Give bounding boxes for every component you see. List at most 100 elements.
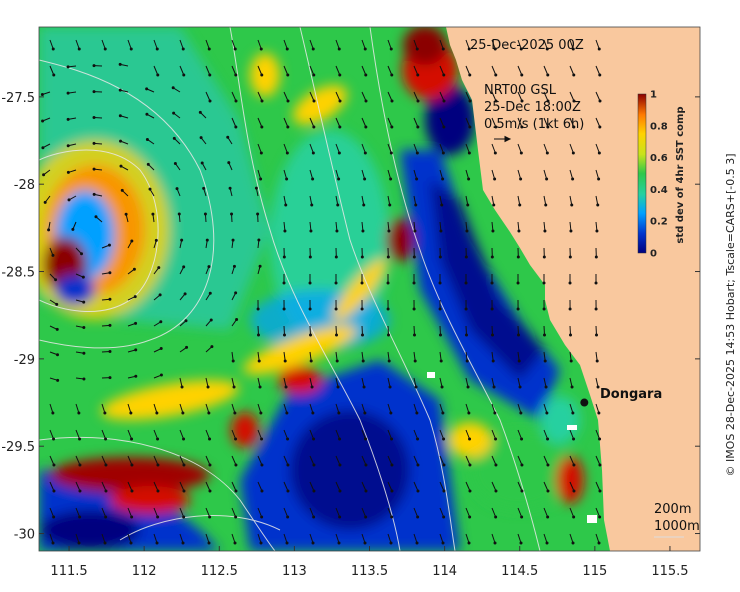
current-arrow-head bbox=[118, 62, 122, 66]
current-arrow bbox=[335, 377, 339, 388]
current-arrow-head bbox=[571, 47, 575, 51]
current-arrow-head bbox=[442, 515, 446, 519]
current-arrow-head bbox=[545, 177, 549, 181]
current-arrow-head bbox=[569, 229, 573, 233]
overlay-line3: 0.5m/s (1kt 6h) bbox=[484, 117, 584, 132]
current-arrow bbox=[569, 507, 575, 518]
current-arrow-head bbox=[171, 86, 175, 90]
current-arrow-head bbox=[518, 203, 522, 207]
current-arrow bbox=[465, 39, 470, 50]
current-arrow-head bbox=[130, 463, 134, 467]
current-arrow bbox=[465, 481, 471, 492]
current-arrow-head bbox=[517, 359, 521, 363]
current-arrow bbox=[257, 455, 263, 466]
current-arrow bbox=[413, 455, 419, 466]
current-arrow bbox=[439, 507, 445, 518]
current-arrow bbox=[361, 533, 366, 544]
current-arrow-head bbox=[233, 47, 237, 51]
current-arrow-head bbox=[310, 203, 314, 207]
current-arrow-head bbox=[51, 47, 55, 51]
current-arrow-head bbox=[154, 238, 158, 242]
current-arrow bbox=[257, 429, 263, 440]
current-arrow-head bbox=[119, 164, 123, 168]
current-arrow-head bbox=[493, 151, 497, 155]
current-arrow-head bbox=[52, 489, 56, 493]
current-arrow-head bbox=[467, 411, 471, 415]
current-arrow bbox=[231, 65, 237, 76]
current-arrow bbox=[335, 91, 341, 102]
current-arrow-head bbox=[310, 385, 314, 389]
current-arrow-head bbox=[520, 515, 524, 519]
current-arrow-head bbox=[231, 359, 235, 363]
current-arrow-head bbox=[92, 167, 96, 171]
current-arrow-head bbox=[208, 463, 212, 467]
current-arrow bbox=[543, 169, 548, 180]
current-arrow bbox=[569, 377, 573, 388]
current-arrow bbox=[361, 39, 366, 50]
current-arrow-head bbox=[284, 385, 288, 389]
current-arrow-head bbox=[517, 229, 521, 233]
current-arrow bbox=[491, 195, 495, 206]
current-arrow-head bbox=[54, 278, 58, 282]
x-tick-label: 113.5 bbox=[351, 564, 388, 579]
current-arrow-head bbox=[520, 99, 524, 103]
current-arrow bbox=[517, 533, 522, 544]
current-arrow-head bbox=[282, 281, 286, 285]
current-arrow-head bbox=[134, 321, 138, 325]
current-arrow-head bbox=[52, 463, 56, 467]
current-arrow bbox=[231, 403, 236, 414]
current-arrow bbox=[491, 533, 496, 544]
current-arrow-head bbox=[441, 177, 445, 181]
current-arrow-head bbox=[77, 541, 81, 545]
current-arrow-head bbox=[134, 374, 138, 378]
current-arrow-head bbox=[286, 463, 290, 467]
current-arrow bbox=[361, 195, 365, 206]
current-arrow-head bbox=[493, 177, 497, 181]
current-arrow bbox=[231, 351, 234, 362]
current-arrow-head bbox=[439, 229, 443, 233]
colorbar-tick-label: 0.8 bbox=[650, 121, 668, 132]
current-arrow bbox=[309, 169, 314, 180]
current-arrow-head bbox=[334, 281, 338, 285]
current-arrow bbox=[153, 403, 158, 414]
current-arrow-head bbox=[337, 47, 341, 51]
current-arrow bbox=[309, 533, 314, 544]
current-arrow bbox=[101, 455, 107, 466]
current-arrow-head bbox=[438, 255, 442, 259]
current-arrow-head bbox=[257, 359, 261, 363]
current-arrow-head bbox=[226, 135, 230, 139]
current-arrow-head bbox=[467, 177, 471, 181]
current-arrow-head bbox=[519, 411, 523, 415]
current-arrow bbox=[491, 117, 497, 128]
current-arrow bbox=[465, 221, 468, 232]
current-arrow bbox=[101, 533, 106, 544]
current-arrow-head bbox=[364, 73, 368, 77]
current-arrow bbox=[491, 351, 494, 362]
current-arrow bbox=[179, 481, 185, 492]
x-tick-label: 113 bbox=[282, 564, 307, 579]
current-arrow-head bbox=[338, 489, 342, 493]
current-arrow bbox=[569, 65, 575, 76]
current-arrow bbox=[231, 429, 237, 440]
current-arrow-head bbox=[386, 281, 390, 285]
current-arrow-head bbox=[159, 320, 163, 324]
current-arrow-head bbox=[286, 73, 290, 77]
current-arrow bbox=[543, 117, 549, 128]
current-arrow-head bbox=[130, 515, 134, 519]
current-arrow-head bbox=[92, 141, 96, 145]
current-arrow bbox=[231, 455, 237, 466]
bathymetry-contours bbox=[39, 27, 541, 551]
current-arrow bbox=[361, 221, 364, 232]
current-arrow-head bbox=[572, 437, 576, 441]
current-arrow-head bbox=[254, 186, 258, 190]
side-credit: © IMOS 28-Dec-2025 14:53 Hobart; Tscale=… bbox=[724, 153, 737, 476]
current-arrow bbox=[413, 429, 419, 440]
current-arrow bbox=[309, 481, 315, 492]
current-arrow-head bbox=[334, 333, 338, 337]
current-arrow-head bbox=[596, 385, 600, 389]
current-arrow-head bbox=[66, 91, 70, 95]
current-arrow bbox=[595, 351, 598, 362]
current-arrow-head bbox=[390, 99, 394, 103]
current-arrow-head bbox=[108, 350, 112, 354]
current-arrow-head bbox=[390, 437, 394, 441]
